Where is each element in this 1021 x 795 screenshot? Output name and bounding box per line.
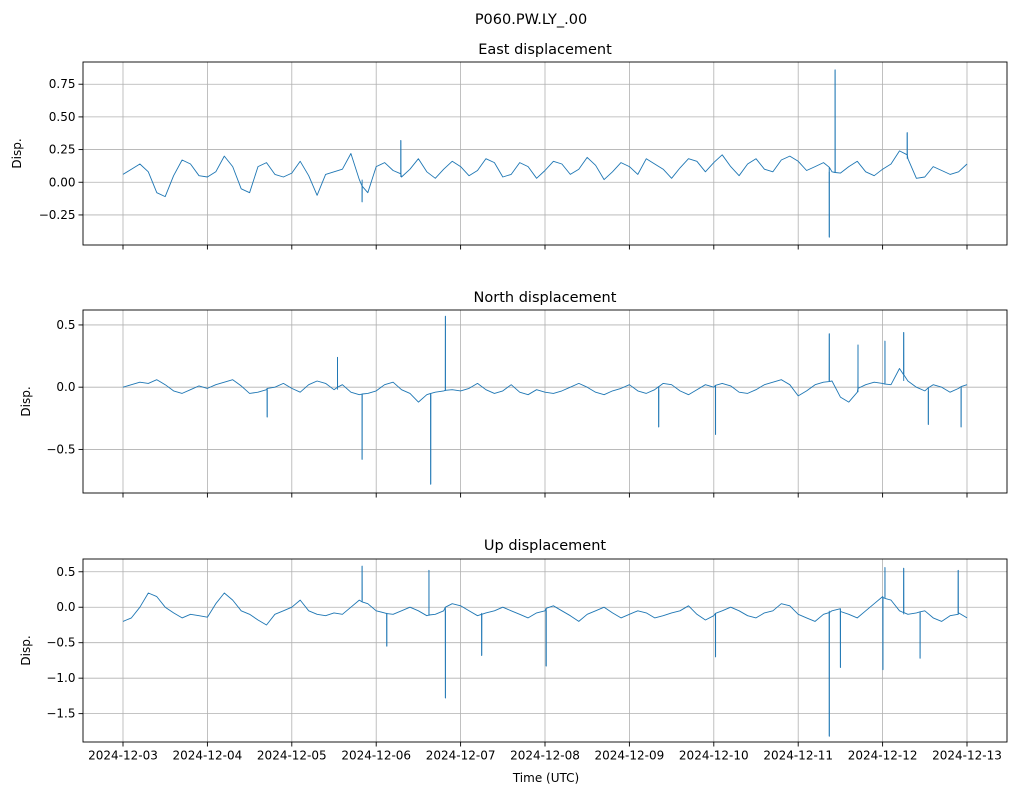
north-grid <box>83 310 1007 493</box>
x-tick-label: 2024-12-13 <box>932 749 1002 763</box>
x-tick-label: 2024-12-12 <box>848 749 918 763</box>
x-tick-label: 2024-12-09 <box>595 749 665 763</box>
up-subplot-title: Up displacement <box>484 538 606 554</box>
x-tick-label: 2024-12-08 <box>510 749 580 763</box>
east-grid <box>83 62 1007 245</box>
up-y-tick-label: 0.5 <box>56 565 75 579</box>
x-tick-label: 2024-12-06 <box>341 749 411 763</box>
up-y-tick-label: −0.5 <box>46 636 75 650</box>
north-subplot-title: North displacement <box>474 290 617 306</box>
east-y-tick-label: 0.25 <box>49 143 76 157</box>
east-trace-group <box>122 69 968 238</box>
east-subplot-title: East displacement <box>478 42 612 58</box>
north-subplot: North displacement Disp. −0.5 0.0 0.5 <box>19 290 1008 498</box>
up-axes: 2024-12-03 2024-12-04 2024-12-05 2024-12-06… <box>46 558 1008 763</box>
north-y-tick-label: 0.0 <box>56 380 75 394</box>
east-y-tick-label: 0.50 <box>49 110 76 124</box>
up-subplot: Up displacement Disp. 2024-12-03 2024-12-… <box>19 538 1008 763</box>
north-axes: −0.5 0.0 0.5 <box>46 309 1008 498</box>
x-tick-label: 2024-12-10 <box>679 749 749 763</box>
north-plot-frame <box>82 309 1008 494</box>
x-tick-label: 2024-12-03 <box>88 749 158 763</box>
up-trace-group <box>122 565 968 737</box>
north-displacement-line <box>122 315 968 485</box>
up-y-tick-label: 0.0 <box>56 600 75 614</box>
east-y-tick-label: 0.00 <box>49 175 76 189</box>
north-y-axis-label: Disp. <box>19 386 33 416</box>
x-tick-label: 2024-12-11 <box>763 749 833 763</box>
east-axes: −0.25 0.00 0.25 0.50 0.75 <box>39 61 1008 250</box>
north-trace-group <box>122 315 968 485</box>
up-y-axis-label: Disp. <box>19 635 33 665</box>
up-y-tick-label: −1.5 <box>46 707 75 721</box>
east-y-tick-label: −0.25 <box>39 208 76 222</box>
east-y-tick-label: 0.75 <box>49 77 76 91</box>
up-grid <box>83 559 1007 742</box>
up-y-tick-label: −1.0 <box>46 671 75 685</box>
x-tick-label: 2024-12-04 <box>173 749 243 763</box>
figure-suptitle: P060.PW.LY_.00 <box>475 12 587 28</box>
x-tick-label: 2024-12-07 <box>426 749 496 763</box>
east-plot-frame <box>82 61 1008 246</box>
north-y-tick-label: −0.5 <box>46 442 75 456</box>
east-y-axis-label: Disp. <box>10 138 24 168</box>
east-subplot: East displacement Disp. −0.25 0.00 0.25 0.5… <box>10 42 1008 250</box>
x-tick-label: 2024-12-05 <box>257 749 327 763</box>
up-plot-frame <box>82 558 1008 743</box>
north-y-tick-label: 0.5 <box>56 318 75 332</box>
x-axis-label: Time (UTC) <box>512 771 579 785</box>
